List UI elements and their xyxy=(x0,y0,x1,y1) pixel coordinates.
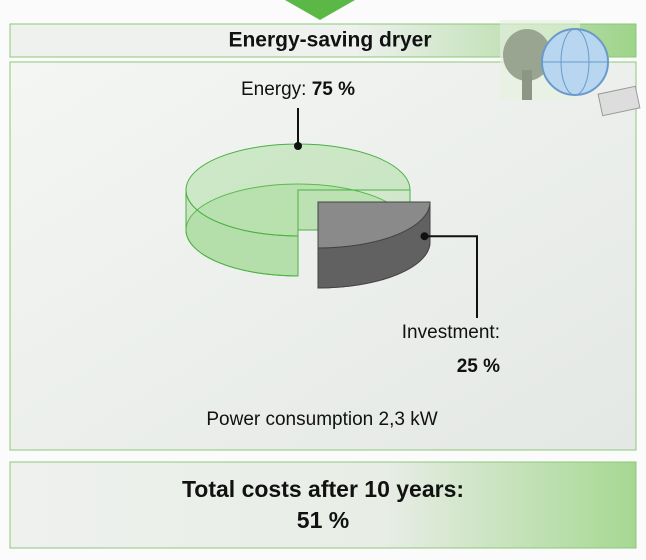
value-label: 75 % xyxy=(312,79,355,100)
leader-dot xyxy=(294,142,302,150)
infographic: Energy-saving dryer Power consumption 2,… xyxy=(0,0,646,560)
chart-title: Energy-saving dryer xyxy=(228,29,431,52)
value-label: 25 % xyxy=(457,356,500,377)
data-label: Investment: xyxy=(402,322,500,343)
leader-dot xyxy=(421,232,429,240)
footer-panel xyxy=(10,462,636,548)
footer-value: 51 % xyxy=(297,507,349,533)
note: Power consumption 2,3 kW xyxy=(206,409,437,430)
category-label: Energy: xyxy=(241,79,306,100)
data-label: 25 % xyxy=(457,356,500,377)
footer-label: Total costs after 10 years: xyxy=(182,476,464,502)
category-label: Investment: xyxy=(402,322,500,343)
data-label: Energy: 75 % xyxy=(241,79,355,100)
